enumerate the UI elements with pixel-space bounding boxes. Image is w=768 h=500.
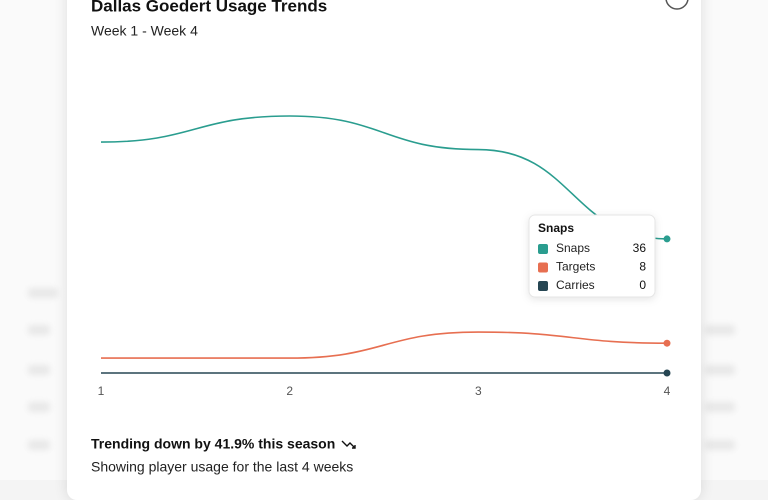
tooltip-box <box>528 214 656 298</box>
series-line <box>100 331 668 359</box>
tooltip-value: 36 <box>633 241 647 255</box>
tooltip-title: Snaps <box>538 221 574 235</box>
blur <box>28 402 50 412</box>
x-tick-label: 1 <box>98 384 105 398</box>
blur <box>705 325 735 335</box>
blur <box>28 365 50 375</box>
active-dot <box>663 369 671 377</box>
footnote: Showing player usage for the last 4 week… <box>91 459 353 475</box>
tooltip-value: 0 <box>639 278 646 292</box>
trend-icon <box>341 440 356 449</box>
blur <box>705 440 735 450</box>
tooltip-swatch <box>538 262 548 273</box>
active-dot <box>663 235 671 243</box>
tooltip: Snaps Snaps 36 Targets 8 Carries 0 <box>528 214 656 298</box>
chart: Dallas Goedert Usage Trends Week 1 - Wee… <box>91 0 689 475</box>
close-button[interactable] <box>665 0 689 10</box>
blur <box>28 325 50 335</box>
tooltip-swatch <box>538 281 548 291</box>
tooltip-swatch <box>538 244 548 254</box>
blur <box>28 440 50 450</box>
tooltip-value: 8 <box>639 260 646 274</box>
blur <box>28 288 58 298</box>
x-tick-label: 2 <box>286 384 293 398</box>
x-tick-label: 3 <box>475 384 482 398</box>
blur <box>705 402 735 412</box>
tooltip-label: Snaps <box>556 241 590 255</box>
trend-text: Trending down by 41.9% this season <box>91 436 335 452</box>
blur <box>705 365 735 375</box>
chart-title: Dallas Goedert Usage Trends <box>91 0 327 15</box>
series-line <box>100 115 668 240</box>
active-dot <box>663 339 671 347</box>
page: Dallas Goedert Usage Trends Week 1 - Wee… <box>28 0 735 500</box>
chart-subtitle: Week 1 - Week 4 <box>91 23 198 39</box>
tooltip-label: Carries <box>556 278 595 292</box>
x-tick-label: 4 <box>664 384 671 398</box>
tooltip-label: Targets <box>556 260 595 274</box>
